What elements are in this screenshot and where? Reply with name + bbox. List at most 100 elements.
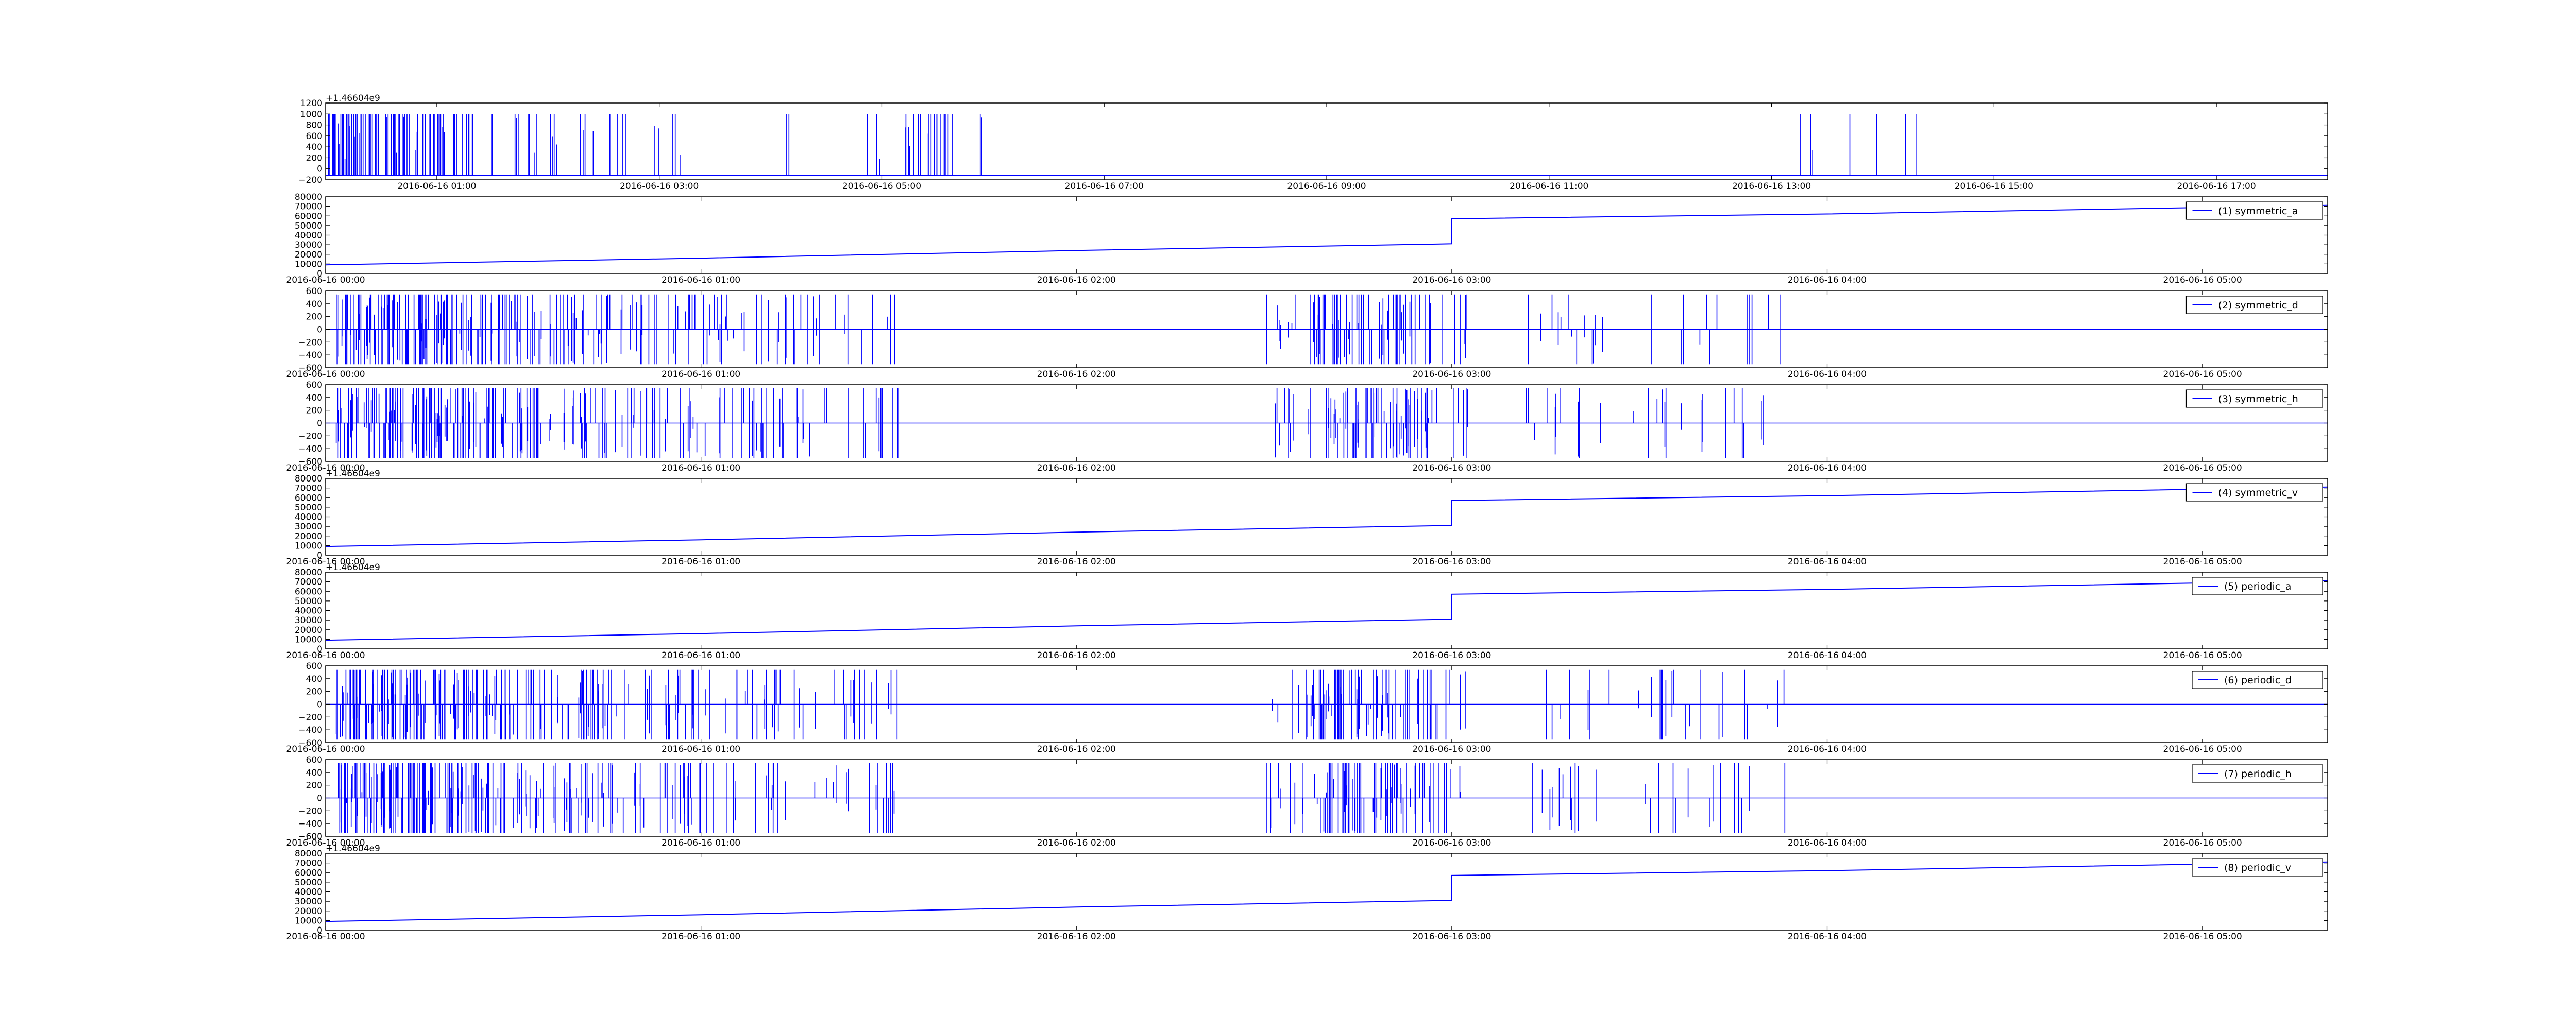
series-line (326, 861, 2328, 922)
y-tick-label: 400 (306, 393, 323, 403)
y-tick-label: 1000 (300, 109, 323, 119)
x-tick-label: 2016-06-16 05:00 (2163, 838, 2242, 848)
y-tick-label: 80000 (295, 849, 323, 859)
axes-frame (325, 196, 2328, 274)
y-tick-label: −600 (298, 363, 323, 373)
y-tick-label: 400 (306, 299, 323, 310)
y-tick-label: −200 (298, 712, 323, 723)
axis-offset-label: +1.46604e9 (326, 562, 380, 573)
x-tick-label: 2016-06-16 05:00 (2163, 557, 2242, 567)
subplot-5: 8000070000600005000040000300002000010000… (286, 562, 2328, 661)
x-tick-label: 2016-06-16 03:00 (1412, 932, 1491, 942)
y-tick-label: 10000 (295, 634, 323, 645)
x-tick-label: 2016-06-16 03:00 (1412, 369, 1491, 380)
y-tick-label: 0 (317, 700, 323, 710)
series-group (326, 114, 2328, 176)
legend: (2) symmetric_d (2185, 296, 2323, 314)
x-tick-label: 2016-06-16 09:00 (1287, 181, 1366, 192)
x-tick-label: 2016-06-16 03:00 (1412, 650, 1491, 661)
x-tick-label: 2016-06-16 03:00 (1412, 557, 1491, 567)
subplot-4: 8000070000600005000040000300002000010000… (286, 469, 2328, 567)
x-tick-label: 2016-06-16 00:00 (286, 650, 365, 661)
x-tick-label: 2016-06-16 13:00 (1732, 181, 1811, 192)
y-tick-label: 600 (306, 661, 323, 672)
y-tick-label: 200 (306, 153, 323, 163)
y-tick-label: 60000 (295, 587, 323, 597)
x-tick-label: 2016-06-16 03:00 (1412, 275, 1491, 285)
legend-label: (3) symmetric_h (2218, 393, 2298, 405)
x-tick-label: 2016-06-16 04:00 (1788, 463, 1867, 473)
legend-label: (5) periodic_a (2224, 581, 2291, 592)
legend: (1) symmetric_a (2185, 201, 2323, 220)
y-tick-label: 50000 (295, 221, 323, 231)
x-tick-label: 2016-06-16 00:00 (286, 463, 365, 473)
y-tick-label: −400 (298, 444, 323, 454)
subplot-1: 8000070000600005000040000300002000010000… (286, 192, 2328, 285)
y-tick-label: 0 (317, 269, 323, 279)
y-tick-label: 80000 (295, 474, 323, 484)
x-tick-label: 2016-06-16 04:00 (1788, 557, 1867, 567)
y-tick-label: 20000 (295, 906, 323, 917)
y-tick-label: 30000 (295, 615, 323, 626)
x-tick-label: 2016-06-16 11:00 (1510, 181, 1588, 192)
y-tick-label: 40000 (295, 512, 323, 523)
x-tick-label: 2016-06-16 04:00 (1788, 275, 1867, 285)
x-tick-label: 2016-06-16 01:00 (662, 932, 740, 942)
series-group (326, 294, 2328, 365)
y-tick-label: 0 (317, 794, 323, 804)
y-tick-label: 0 (317, 925, 323, 936)
y-tick-label: 80000 (295, 192, 323, 202)
x-tick-label: 2016-06-16 01:00 (397, 181, 476, 192)
subplot-8: 8000070000600005000040000300002000010000… (286, 844, 2328, 942)
axis-offset-label: +1.46604e9 (326, 469, 380, 479)
x-tick-label: 2016-06-16 02:00 (1037, 369, 1116, 380)
y-tick-label: 80000 (295, 568, 323, 578)
x-tick-label: 2016-06-16 01:00 (662, 275, 740, 285)
y-tick-label: 20000 (295, 250, 323, 260)
x-tick-label: 2016-06-16 15:00 (1955, 181, 2033, 192)
x-tick-label: 2016-06-16 05:00 (2163, 463, 2242, 473)
x-tick-label: 2016-06-16 02:00 (1037, 932, 1116, 942)
series-group (326, 580, 2328, 641)
legend-label: (2) symmetric_d (2218, 300, 2298, 311)
y-tick-label: −400 (298, 819, 323, 829)
axis-offset-label: +1.46604e9 (326, 844, 380, 854)
series-line (326, 388, 2328, 458)
x-tick-label: 2016-06-16 04:00 (1788, 932, 1867, 942)
y-tick-label: 60000 (295, 868, 323, 878)
legend: (7) periodic_h (2192, 764, 2323, 783)
y-tick-label: 600 (306, 755, 323, 765)
y-tick-label: 0 (317, 644, 323, 655)
x-tick-label: 2016-06-16 00:00 (286, 932, 365, 942)
y-tick-label: 30000 (295, 240, 323, 250)
y-tick-label: 400 (306, 768, 323, 778)
y-tick-label: 30000 (295, 897, 323, 907)
legend-label: (8) periodic_v (2224, 862, 2291, 873)
series-line (326, 486, 2328, 547)
y-tick-label: 600 (306, 286, 323, 297)
y-tick-label: 600 (306, 380, 323, 390)
axes-frame (325, 572, 2328, 649)
series-line (326, 204, 2328, 266)
y-tick-label: −600 (298, 457, 323, 467)
x-tick-label: 2016-06-16 02:00 (1037, 744, 1116, 754)
y-tick-label: 50000 (295, 503, 323, 513)
legend: (8) periodic_v (2192, 858, 2323, 877)
y-tick-label: −200 (298, 431, 323, 441)
y-tick-label: 70000 (295, 202, 323, 212)
y-tick-label: 1200 (300, 98, 323, 109)
y-tick-label: 60000 (295, 493, 323, 503)
y-tick-label: 50000 (295, 878, 323, 888)
x-tick-label: 2016-06-16 01:00 (662, 369, 740, 380)
y-tick-label: 40000 (295, 231, 323, 241)
legend: (4) symmetric_v (2185, 483, 2323, 502)
y-tick-label: −200 (298, 337, 323, 348)
x-tick-label: 2016-06-16 03:00 (1412, 463, 1491, 473)
x-tick-label: 2016-06-16 01:00 (662, 463, 740, 473)
y-tick-label: 200 (306, 406, 323, 416)
legend: (6) periodic_d (2192, 671, 2323, 689)
